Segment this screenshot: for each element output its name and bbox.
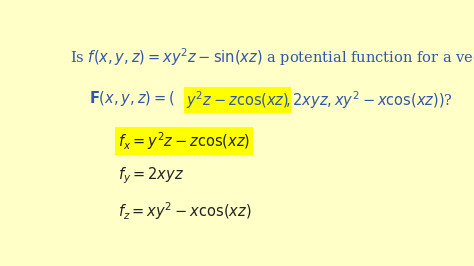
Text: $f_x = y^2z - z\cos(xz)$: $f_x = y^2z - z\cos(xz)$ (118, 130, 250, 152)
Text: $y^2z - z\cos(xz)$: $y^2z - z\cos(xz)$ (186, 89, 289, 111)
Text: $\mathbf{F}(x, y, z) = ($: $\mathbf{F}(x, y, z) = ($ (89, 89, 174, 108)
Text: $, 2xyz, xy^2 - x\cos(xz))$?: $, 2xyz, xy^2 - x\cos(xz))$? (285, 89, 453, 111)
Text: Is $f(x, y, z) = xy^2z - \sin(xz)$ a potential function for a vector field: Is $f(x, y, z) = xy^2z - \sin(xz)$ a pot… (70, 46, 474, 68)
Text: $f_y = 2xyz$: $f_y = 2xyz$ (118, 165, 184, 186)
Text: $f_z = xy^2 - x\cos(xz)$: $f_z = xy^2 - x\cos(xz)$ (118, 200, 252, 222)
